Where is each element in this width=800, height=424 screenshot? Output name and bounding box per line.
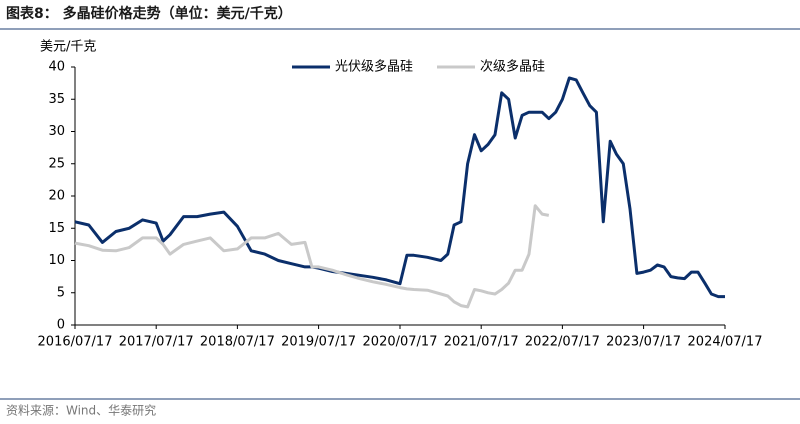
y-tick-label: 0 xyxy=(57,318,65,333)
y-tick-label: 25 xyxy=(48,156,65,171)
y-tick-label: 30 xyxy=(48,124,65,139)
series-line xyxy=(74,76,725,299)
y-tick-label: 10 xyxy=(48,253,65,268)
y-tick-label: 5 xyxy=(57,285,65,300)
source-note: 资料来源：Wind、华泰研究 xyxy=(6,403,156,418)
y-tick-label: 40 xyxy=(48,60,65,75)
x-tick-label: 2022/07/17 xyxy=(525,335,600,350)
x-tick-label: 2023/07/17 xyxy=(606,335,681,350)
x-tick-label: 2020/07/17 xyxy=(363,335,438,350)
series-line xyxy=(74,204,550,309)
x-tick-label: 2017/07/17 xyxy=(119,335,194,350)
x-tick-label: 2019/07/17 xyxy=(281,335,356,350)
y-tick-label: 35 xyxy=(48,92,65,107)
x-tick-label: 2016/07/17 xyxy=(38,335,113,350)
y-tick-label: 20 xyxy=(48,189,65,204)
chart-title: 图表8： 多晶硅价格走势（单位：美元/千克） xyxy=(6,5,292,22)
legend-label: 次级多晶硅 xyxy=(480,59,545,75)
y-axis-label: 美元/千克 xyxy=(40,40,96,55)
x-tick-label: 2024/07/17 xyxy=(688,335,763,350)
x-tick-label: 2018/07/17 xyxy=(200,335,275,350)
x-tick-label: 2021/07/17 xyxy=(444,335,519,350)
legend-label: 光伏级多晶硅 xyxy=(335,59,413,75)
y-tick-label: 15 xyxy=(48,221,65,236)
